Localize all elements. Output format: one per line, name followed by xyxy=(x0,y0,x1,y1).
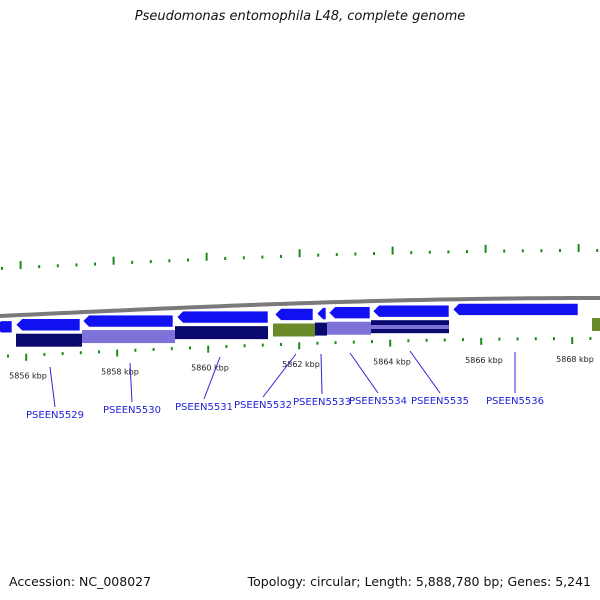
gene-leader-line xyxy=(129,362,133,403)
gene-arrow-forward xyxy=(82,314,174,328)
gene-label[interactable]: PSEEN5532 xyxy=(234,400,292,411)
gene-leader-line xyxy=(49,366,56,408)
gene-leader-line xyxy=(409,350,441,394)
gene-leader-line xyxy=(349,352,379,394)
gene-label[interactable]: PSEEN5530 xyxy=(103,405,161,416)
gene-label[interactable]: PSEEN5533 xyxy=(293,397,351,408)
gene-arrow-forward xyxy=(452,303,579,316)
gene-arrow-forward xyxy=(316,307,327,320)
gene-block xyxy=(315,322,327,336)
accession-label: Accession: NC_008027 xyxy=(9,574,152,589)
gene-arrow-forward xyxy=(15,318,81,332)
gene-arrow-forward xyxy=(372,304,450,318)
scale-label: 5862 kbp xyxy=(282,360,320,369)
scale-label: 5864 kbp xyxy=(373,358,411,367)
gene-arrow-forward xyxy=(328,306,371,320)
genome-backbone xyxy=(0,296,600,318)
gene-block xyxy=(592,318,600,332)
scale-label: 5860 kbp xyxy=(191,364,229,373)
gene-block xyxy=(327,321,371,335)
gene-leader-line xyxy=(320,353,323,395)
scale-label: 5858 kbp xyxy=(101,367,139,376)
gene-arrow-forward xyxy=(274,308,314,321)
genome-summary: Topology: circular; Length: 5,888,780 bp… xyxy=(247,574,591,589)
scale-label: 5866 kbp xyxy=(465,356,503,365)
scale-label: 5868 kbp xyxy=(556,355,594,364)
gene-arrow-forward xyxy=(176,310,269,324)
gene-arrow-forward xyxy=(0,320,13,334)
gene-leader-line xyxy=(262,353,297,398)
gene-block xyxy=(82,330,175,344)
gene-block xyxy=(16,333,82,347)
gene-block-stripe xyxy=(371,325,449,329)
gene-block xyxy=(175,326,268,340)
gene-block xyxy=(273,323,315,337)
gene-label[interactable]: PSEEN5536 xyxy=(486,396,544,407)
gene-label[interactable]: PSEEN5534 xyxy=(349,396,407,407)
map-title: Pseudomonas entomophila L48, complete ge… xyxy=(134,9,466,24)
scale-label: 5856 kbp xyxy=(9,372,47,381)
gene-label[interactable]: PSEEN5535 xyxy=(411,396,469,407)
gene-leader-line xyxy=(203,356,221,400)
gene-label[interactable]: PSEEN5531 xyxy=(175,402,233,413)
gene-label[interactable]: PSEEN5529 xyxy=(26,410,84,421)
